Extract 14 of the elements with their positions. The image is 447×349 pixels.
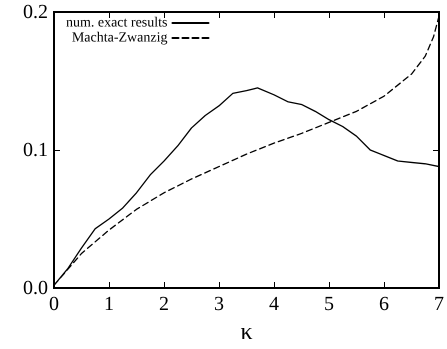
x-tick-label: 1 <box>104 293 114 315</box>
x-tick-label: 4 <box>269 293 279 315</box>
x-tick-label: 7 <box>434 293 444 315</box>
x-tick-label: 2 <box>159 293 169 315</box>
legend-label: Machta-Zwanzig <box>72 30 168 46</box>
y-tick-label: 0.2 <box>23 1 48 23</box>
y-tick-label: 0.1 <box>23 139 48 161</box>
x-axis-title: κ <box>240 319 253 345</box>
x-tick-label: 6 <box>379 293 389 315</box>
x-tick-label: 0 <box>49 293 59 315</box>
text: 0.0 <box>23 277 48 299</box>
legend-label: num. exact results <box>66 16 168 30</box>
x-tick-label: 3 <box>214 293 224 315</box>
x-tick-label: 5 <box>324 293 334 315</box>
